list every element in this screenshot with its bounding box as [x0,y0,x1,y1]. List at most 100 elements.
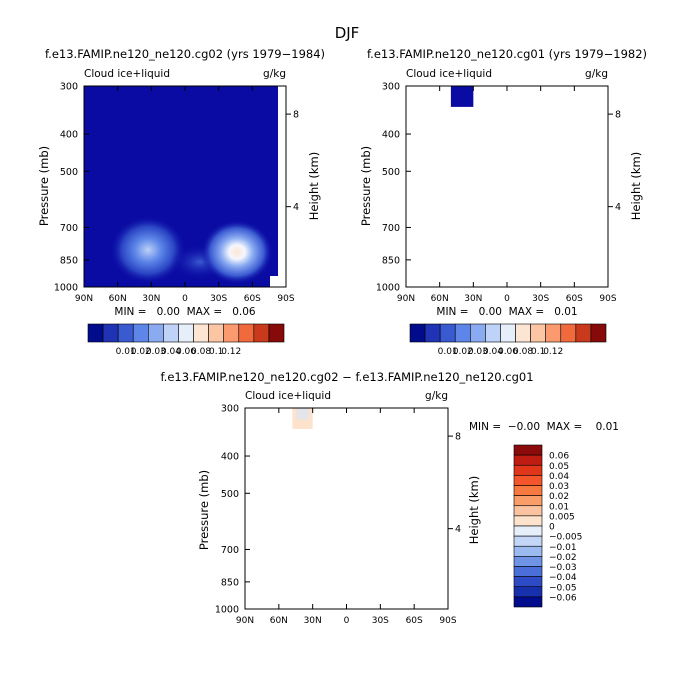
x-tick-label: 0 [182,294,188,304]
y-tick-label: 500 [221,489,239,500]
y-tick-label: 300 [382,82,400,93]
colorbar-box [424,323,441,343]
x-tick-label: 30N [304,616,322,626]
y-tick-label: 850 [382,255,400,266]
colorbar-box [513,485,543,496]
x-tick-label: 30N [464,294,482,304]
x-tick-label: 0 [504,294,510,304]
panel-3-frame [244,407,449,610]
colorbar-box [530,323,546,343]
panel-3-ylabel: Pressure (mb) [197,470,211,550]
x-tick-label: 90N [397,294,415,304]
colorbar-label: 0.03 [146,347,166,357]
y-tick-label: 500 [60,167,78,178]
y2-tick-label: 8 [455,432,461,443]
panel-2-header: f.e13.FAMIP.ne120_ne120.cg01 (yrs 1979−1… [367,47,647,61]
colorbar-box [148,323,164,343]
panel-2-stats: MIN = 0.00 MAX = 0.01 [436,306,577,318]
y-tick-label: 400 [60,130,78,141]
panel-1-cloud-nh [110,216,186,284]
panel-1-cloud-sh [201,220,273,284]
y-tick-label: 700 [221,545,239,556]
x-tick-label: 90S [277,294,294,304]
colorbar-box [102,323,119,343]
colorbar-box [545,323,562,343]
colorbar-label: −0.05 [549,583,577,593]
colorbar-label: 0.01 [549,502,569,512]
colorbar-box [513,454,543,466]
colorbar-box [253,323,270,343]
y2-tick-label: 4 [455,524,461,535]
panel-1-stats: MIN = 0.00 MAX = 0.06 [114,306,255,318]
y-tick-label: 500 [382,167,400,178]
colorbar-box [132,323,149,343]
y-tick-label: 400 [382,130,400,141]
colorbar-label: 0.02 [131,347,151,357]
panel-2-ylabel-right: Height (km) [629,152,643,221]
y-tick-label: 700 [60,223,78,234]
panel-2-frame [405,85,609,288]
colorbar-label: 0.02 [549,492,569,502]
panel-1-header: f.e13.FAMIP.ne120_ne120.cg02 (yrs 1979−1… [45,47,325,61]
panel-3-header: f.e13.FAMIP.ne120_ne120.cg02 − f.e13.FAM… [160,370,533,384]
colorbar-label: 0 [549,523,555,533]
panel-2: f.e13.FAMIP.ne120_ne120.cg01 (yrs 1979−1… [359,47,647,357]
y-tick-label: 300 [60,82,78,93]
colorbar-box [87,323,104,343]
colorbar-box [500,323,516,343]
colorbar-box [513,505,543,517]
panel-2-x-axis: 90N 60N 30N 0 30S 60S 90S [397,86,617,304]
figure-title: DJF [335,24,360,42]
colorbar-box [117,323,134,343]
y2-tick-label: 8 [293,110,299,121]
colorbar-box [513,576,543,588]
colorbar-label: 0.04 [161,347,181,357]
panel-3-x-axis: 90N 60N 30N 0 30S 60S 90S [236,408,457,626]
panel-1-missing-region [278,86,286,276]
colorbar-box [513,515,543,527]
colorbar-label: 0.04 [483,347,503,357]
colorbar-label: −0.005 [549,533,582,543]
colorbar-box [515,323,531,343]
x-tick-label: 30S [210,294,227,304]
colorbar-label: 0.08 [513,347,533,357]
x-tick-label: 60N [270,616,288,626]
colorbar-label: 0.03 [549,482,569,492]
panel-1-missing-corner [270,276,286,287]
y-tick-label: 850 [221,577,239,588]
panel-1-subtitle-right: g/kg [263,68,286,80]
y2-tick-label: 4 [615,202,621,213]
colorbar-label: −0.04 [549,573,577,583]
x-tick-label: 30N [142,294,160,304]
panel-3-colorbar: 0.060.050.040.030.020.010.0050−0.005−0.0… [513,444,582,608]
x-tick-label: 90N [236,616,254,626]
y-tick-label: 1000 [54,283,78,294]
colorbar-box [513,464,543,476]
colorbar-box [575,323,592,343]
colorbar-box [163,323,179,343]
y-tick-label: 850 [60,255,78,266]
panel-2-subtitle-left: Cloud ice+liquid [406,68,492,80]
panel-3-y-axis: 300 400 500 700 850 1000 [215,404,250,616]
colorbar-box [513,475,543,486]
colorbar-label: 0.12 [543,347,563,357]
panel-3-subtitle-left: Cloud ice+liquid [245,390,331,402]
panel-2-y-axis: 300 400 500 700 850 1000 [376,82,411,294]
colorbar-box [454,323,471,343]
colorbar-box [193,323,209,343]
colorbar-box [513,556,543,567]
panel-3-ylabel-right: Height (km) [467,476,481,545]
panel-1-ylabel-right: Height (km) [307,152,321,221]
colorbar-label: 0.12 [221,347,241,357]
panel-2-y2-axis: 84 [608,110,621,213]
x-tick-label: 30S [372,616,389,626]
colorbar-box [439,323,456,343]
x-tick-label: 90N [75,294,93,304]
colorbar-box [513,535,543,547]
x-tick-label: 0 [344,616,350,626]
panel-1-subtitle-left: Cloud ice+liquid [84,68,170,80]
y-tick-label: 700 [382,223,400,234]
colorbar-box [513,586,543,598]
colorbar-box [513,596,543,608]
colorbar-label: 0.05 [549,462,569,472]
